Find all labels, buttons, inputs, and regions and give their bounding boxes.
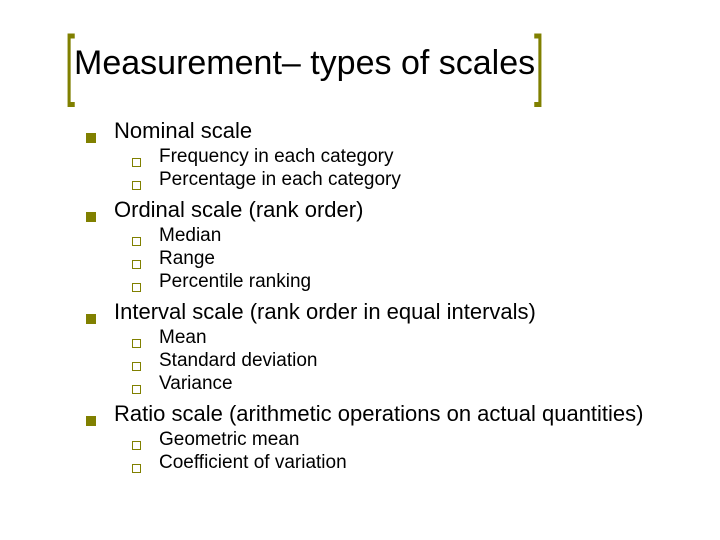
- hollow-square-bullet-icon: [132, 283, 141, 292]
- section-nominal: Nominal scale Frequency in each category…: [86, 118, 672, 191]
- section-label: Ratio scale (arithmetic operations on ac…: [114, 401, 644, 427]
- sub-list: Median Range Percentile ranking: [86, 225, 672, 293]
- sub-list: Mean Standard deviation Variance: [86, 327, 672, 395]
- sub-item-label: Percentage in each category: [159, 169, 401, 191]
- square-bullet-icon: [86, 416, 96, 426]
- hollow-square-bullet-icon: [132, 464, 141, 473]
- hollow-square-bullet-icon: [132, 181, 141, 190]
- section-label: Interval scale (rank order in equal inte…: [114, 299, 536, 325]
- list-item: Interval scale (rank order in equal inte…: [86, 299, 672, 325]
- list-item: Frequency in each category: [132, 146, 672, 168]
- sub-list: Geometric mean Coefficient of variation: [86, 429, 672, 474]
- sub-list: Frequency in each category Percentage in…: [86, 146, 672, 191]
- slide: [ Measurement– types of scales ] Nominal…: [0, 0, 720, 540]
- list-item: Nominal scale: [86, 118, 672, 144]
- list-item: Ratio scale (arithmetic operations on ac…: [86, 401, 672, 427]
- list-item: Mean: [132, 327, 672, 349]
- list-item: Ordinal scale (rank order): [86, 197, 672, 223]
- hollow-square-bullet-icon: [132, 362, 141, 371]
- square-bullet-icon: [86, 212, 96, 222]
- square-bullet-icon: [86, 314, 96, 324]
- sub-item-label: Mean: [159, 327, 207, 349]
- list-item: Geometric mean: [132, 429, 672, 451]
- content-area: Nominal scale Frequency in each category…: [60, 118, 672, 474]
- section-label: Nominal scale: [114, 118, 252, 144]
- square-bullet-icon: [86, 133, 96, 143]
- sub-item-label: Coefficient of variation: [159, 452, 347, 474]
- sub-item-label: Variance: [159, 373, 233, 395]
- list-item: Percentage in each category: [132, 169, 672, 191]
- section-label: Ordinal scale (rank order): [114, 197, 363, 223]
- slide-title: Measurement– types of scales: [72, 46, 537, 82]
- section-ratio: Ratio scale (arithmetic operations on ac…: [86, 401, 672, 474]
- sub-item-label: Standard deviation: [159, 350, 317, 372]
- sub-item-label: Geometric mean: [159, 429, 299, 451]
- list-item: Median: [132, 225, 672, 247]
- list-item: Percentile ranking: [132, 271, 672, 293]
- hollow-square-bullet-icon: [132, 339, 141, 348]
- hollow-square-bullet-icon: [132, 441, 141, 450]
- hollow-square-bullet-icon: [132, 260, 141, 269]
- sub-item-label: Percentile ranking: [159, 271, 311, 293]
- hollow-square-bullet-icon: [132, 237, 141, 246]
- list-item: Standard deviation: [132, 350, 672, 372]
- section-interval: Interval scale (rank order in equal inte…: [86, 299, 672, 395]
- section-ordinal: Ordinal scale (rank order) Median Range …: [86, 197, 672, 293]
- sub-item-label: Frequency in each category: [159, 146, 393, 168]
- bracket-right-icon: ]: [534, 24, 544, 103]
- hollow-square-bullet-icon: [132, 158, 141, 167]
- bracket-left-icon: [: [65, 24, 75, 103]
- list-item: Coefficient of variation: [132, 452, 672, 474]
- sub-item-label: Median: [159, 225, 221, 247]
- list-item: Range: [132, 248, 672, 270]
- sub-item-label: Range: [159, 248, 215, 270]
- hollow-square-bullet-icon: [132, 385, 141, 394]
- title-row: [ Measurement– types of scales ]: [60, 28, 672, 100]
- list-item: Variance: [132, 373, 672, 395]
